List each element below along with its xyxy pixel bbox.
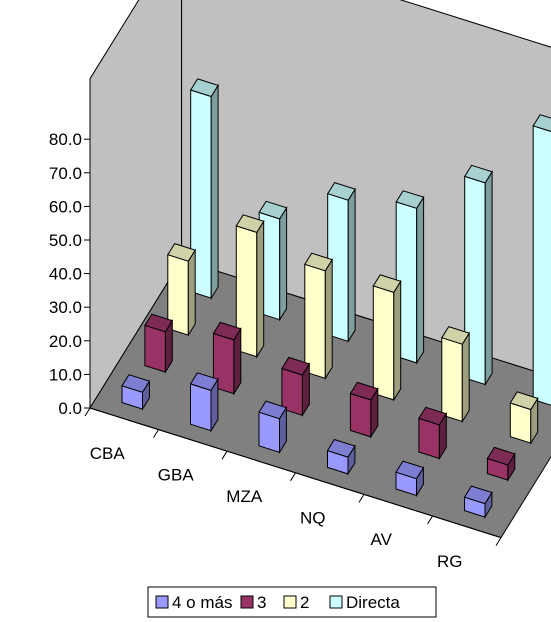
value-tick-label: 20.0 <box>49 332 82 351</box>
value-tick-label: 80.0 <box>49 130 82 149</box>
value-tick-label: 40.0 <box>49 265 82 284</box>
legend-label: 3 <box>257 593 266 612</box>
value-axis: 80.0 70.0 60.0 50.0 40.0 30.0 20.0 10.0 0.0 <box>49 130 91 418</box>
bar-3-CBA <box>144 313 174 374</box>
legend-swatch <box>240 595 254 609</box>
legend-swatch <box>155 595 169 609</box>
category-tick-mark <box>84 407 91 417</box>
bar-Directa-CBA <box>189 78 219 300</box>
bar-3-GBA <box>212 321 242 396</box>
category-label: MZA <box>226 487 263 506</box>
category-axis: CBA GBA MZA NQ AV RG <box>84 407 502 571</box>
legend: 4 o más 3 2 Directa <box>147 586 437 618</box>
category-label: NQ <box>300 509 326 528</box>
bar-Directa-NQ <box>395 190 425 365</box>
bar-2-NQ <box>372 274 402 402</box>
bar-4-o-más-AV <box>395 460 425 498</box>
bar-Directa-MZA <box>326 182 356 344</box>
value-tick-label: 50.0 <box>49 231 82 250</box>
bar-3-RG <box>486 446 516 482</box>
legend-label: 2 <box>300 593 309 612</box>
category-tick-mark <box>290 472 296 482</box>
bars-layer <box>121 78 551 519</box>
legend-label: Directa <box>346 593 400 612</box>
legend-label: 4 o más <box>172 593 232 612</box>
category-label: AV <box>371 530 393 549</box>
value-tick-label: 70.0 <box>49 164 82 183</box>
value-tick-label: 10.0 <box>49 365 82 384</box>
bar-2-AV <box>441 326 470 424</box>
bar-3-NQ <box>349 381 379 439</box>
category-label: GBA <box>158 465 195 484</box>
bar-4-o-más-NQ <box>326 438 356 476</box>
legend-swatch <box>283 595 297 609</box>
bar-2-MZA <box>304 252 333 381</box>
bar-4-o-más-GBA <box>189 372 219 433</box>
bar-4-o-más-MZA <box>258 400 288 455</box>
value-tick-label: 60.0 <box>49 197 82 216</box>
bar-3-MZA <box>281 356 311 418</box>
category-tick-mark <box>495 537 502 546</box>
bar-4-o-más-CBA <box>121 374 151 411</box>
bar-2-RG <box>509 391 539 445</box>
bar-Directa-GBA <box>258 200 288 322</box>
category-label: CBA <box>90 444 126 463</box>
category-tick-mark <box>221 450 228 460</box>
category-tick-mark <box>153 429 159 438</box>
legend-swatch <box>329 595 343 609</box>
category-label: RG <box>437 552 463 571</box>
category-tick-mark <box>358 494 365 503</box>
bar-Directa-AV <box>463 164 493 387</box>
bar-3-AV <box>418 406 448 461</box>
bar-2-CBA <box>167 243 196 337</box>
bar-Directa-RG <box>532 114 551 406</box>
value-tick-label: 30.0 <box>49 298 82 317</box>
value-tick-label: 0.0 <box>58 399 82 418</box>
category-tick-mark <box>427 515 433 525</box>
bar-2-GBA <box>235 214 265 359</box>
bar-4-o-más-RG <box>463 485 493 519</box>
